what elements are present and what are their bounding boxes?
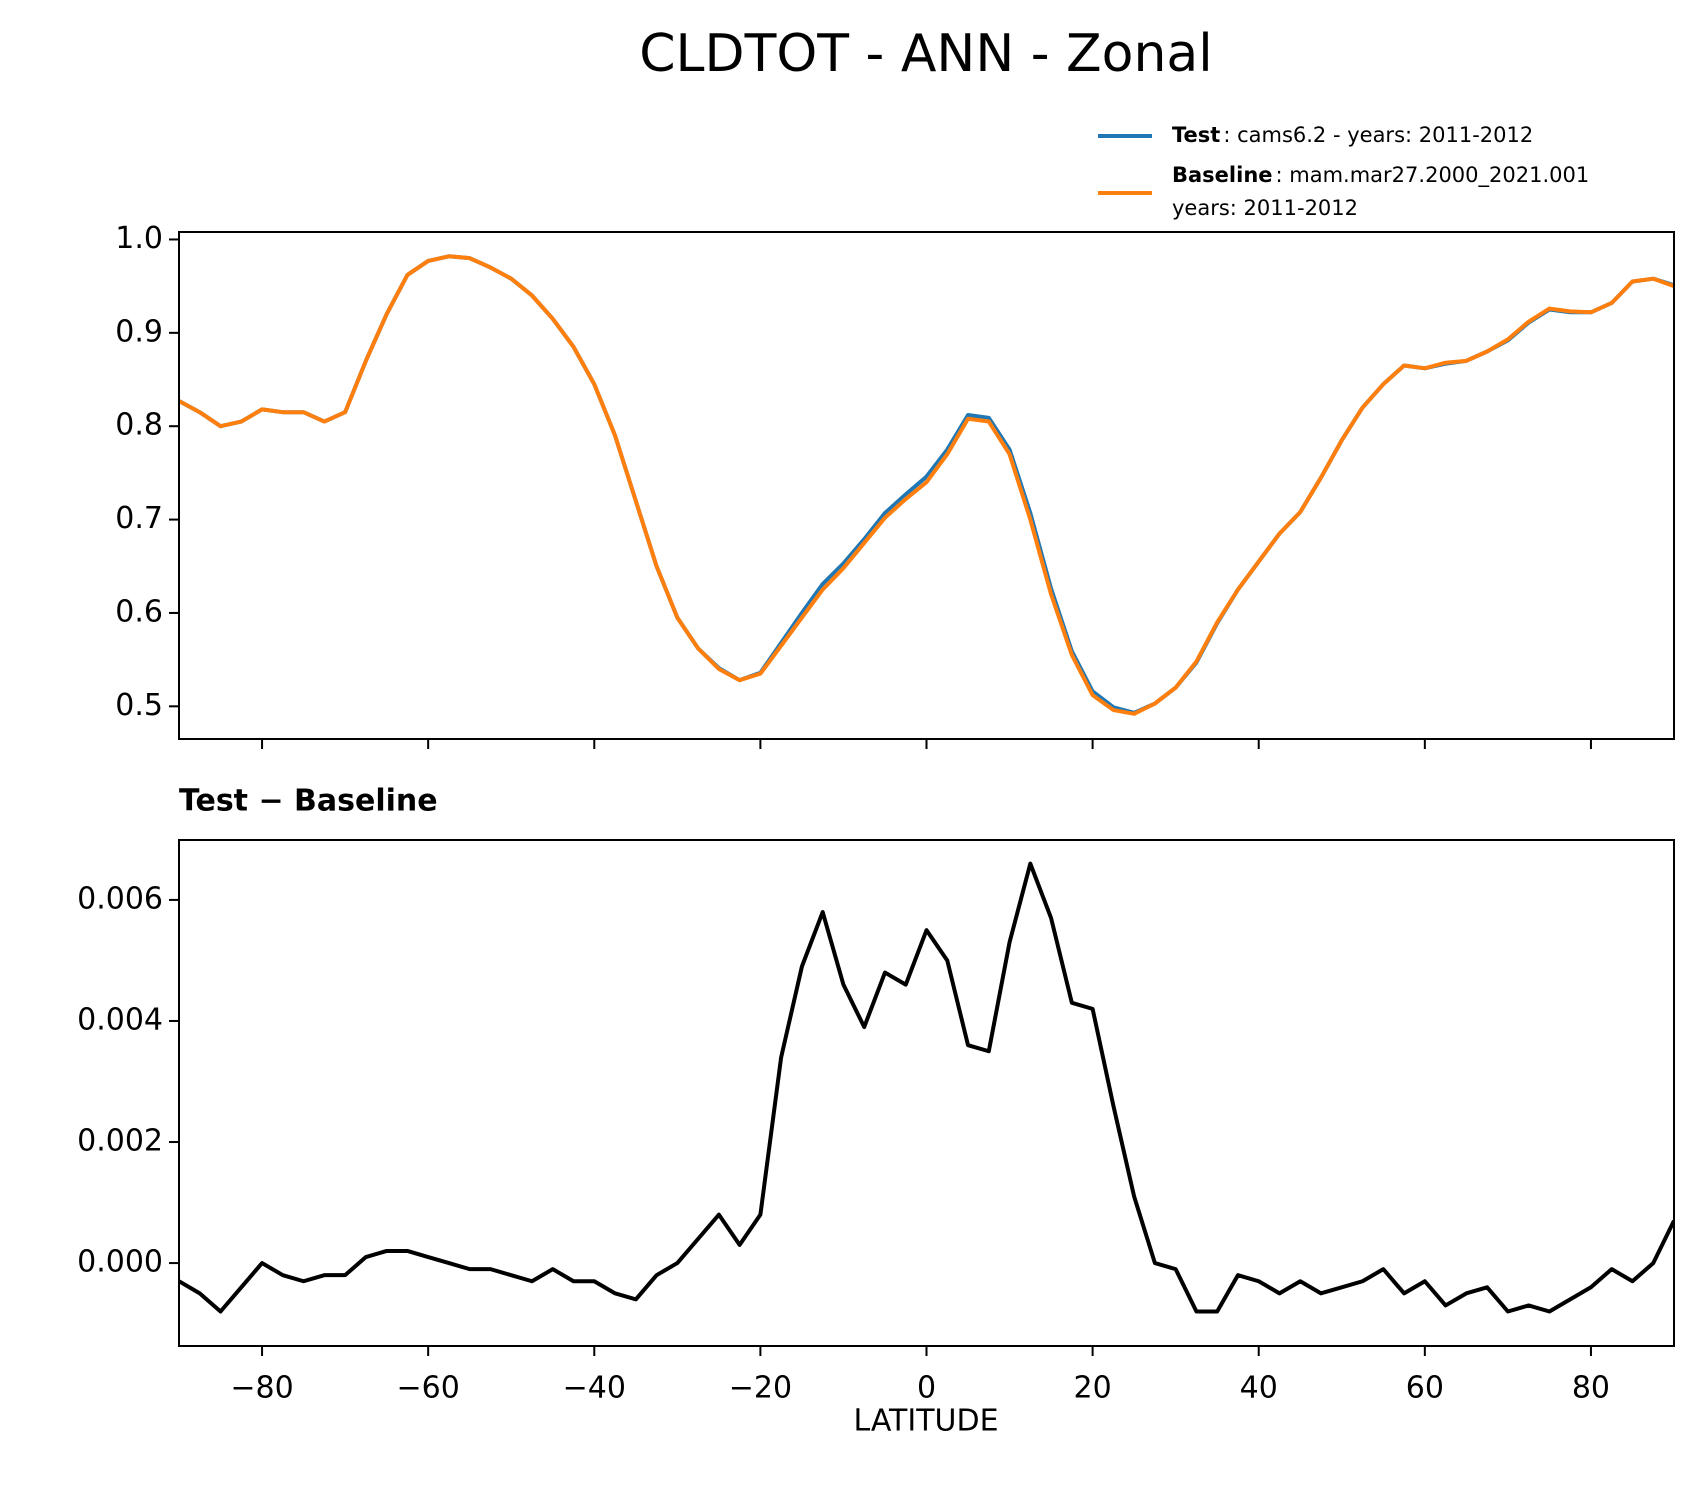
- figure-title: CLDTOT - ANN - Zonal: [639, 24, 1213, 84]
- legend-name: Test: [1172, 123, 1220, 147]
- y-tick-label: 0.006: [77, 881, 163, 916]
- legend-description: : mam.mar27.2000_2021.001: [1276, 163, 1590, 188]
- data-line: [179, 861, 1674, 1314]
- legend-description: years: 2011-2012: [1172, 196, 1358, 220]
- y-tick-label: 0.000: [77, 1245, 163, 1280]
- x-tick-label: 40: [1240, 1371, 1278, 1406]
- x-tick-label: 60: [1406, 1371, 1444, 1406]
- axes-frame: [178, 839, 1675, 1347]
- subplot-title: Test − Baseline: [179, 784, 438, 819]
- x-tick-label: −60: [397, 1371, 460, 1406]
- y-tick-label: 0.6: [115, 594, 163, 629]
- axes-frame: [178, 231, 1675, 740]
- legend-description: : cams6.2 - years: 2011-2012: [1223, 123, 1533, 147]
- y-tick-label: 0.002: [77, 1124, 163, 1159]
- x-axis-label: LATITUDE: [853, 1404, 998, 1439]
- data-line: [179, 254, 1674, 716]
- y-tick-label: 0.8: [115, 408, 163, 443]
- x-tick-label: −20: [729, 1371, 792, 1406]
- y-tick-label: 0.5: [115, 688, 163, 723]
- x-tick-label: 0: [917, 1371, 936, 1406]
- y-tick-label: 0.7: [115, 501, 163, 536]
- x-tick-label: 20: [1074, 1371, 1112, 1406]
- x-tick-label: 80: [1572, 1371, 1610, 1406]
- y-tick-label: 0.004: [77, 1002, 163, 1037]
- x-tick-label: −80: [230, 1371, 293, 1406]
- legend-name: Baseline: [1172, 163, 1273, 187]
- x-tick-label: −40: [563, 1371, 626, 1406]
- y-tick-label: 1.0: [115, 221, 163, 256]
- y-tick-label: 0.9: [115, 314, 163, 349]
